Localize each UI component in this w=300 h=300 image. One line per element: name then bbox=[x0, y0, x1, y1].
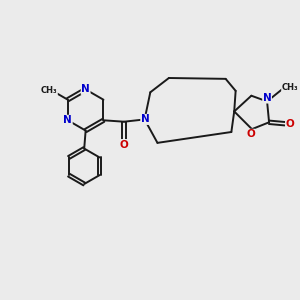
Text: N: N bbox=[141, 114, 149, 124]
Text: N: N bbox=[63, 115, 72, 125]
Text: O: O bbox=[246, 129, 255, 139]
Text: CH₃: CH₃ bbox=[41, 86, 57, 95]
Text: N: N bbox=[81, 84, 90, 94]
Text: O: O bbox=[286, 119, 294, 129]
Text: O: O bbox=[120, 140, 128, 150]
Text: CH₃: CH₃ bbox=[282, 83, 298, 92]
Text: N: N bbox=[263, 93, 272, 103]
